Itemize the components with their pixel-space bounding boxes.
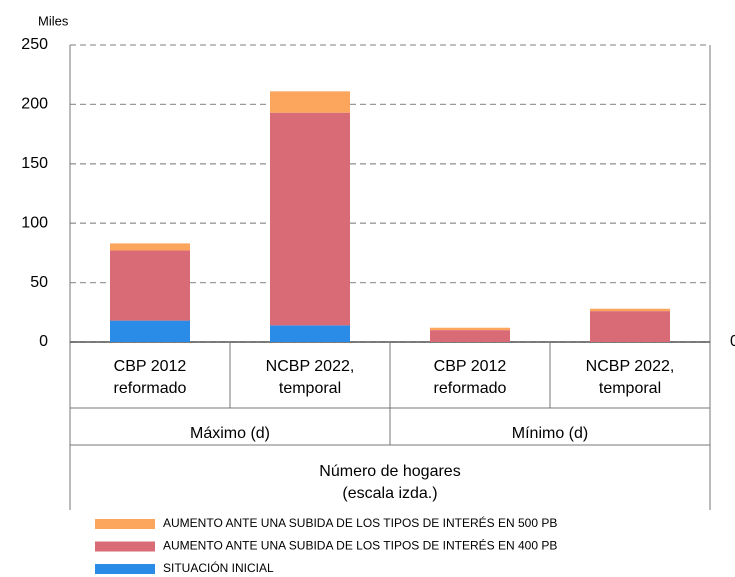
bar-segment: [590, 308, 670, 312]
group-label: Máximo (d): [190, 425, 270, 442]
y-tick-label: 250: [21, 36, 48, 53]
bar-segment: [270, 112, 350, 326]
bar-segment: [110, 320, 190, 342]
y-tick-label: 150: [21, 155, 48, 172]
x-tick-label: NCBP 2022, temporal: [586, 358, 675, 397]
legend-label: AUMENTO ANTE UNA SUBIDA DE LOS TIPOS DE …: [163, 538, 557, 553]
legend-label: SITUACIÓN INICIAL: [163, 560, 274, 575]
y-tick-label: 0: [39, 333, 48, 350]
bar-segment: [270, 91, 350, 113]
x-tick-label: NCBP 2022, temporal: [266, 358, 355, 397]
x-tick-label: CBP 2012 reformado: [114, 358, 187, 397]
bar-segment: [270, 325, 350, 342]
y-tick-label: 50: [30, 274, 48, 291]
group-label: Mínimo (d): [512, 425, 588, 442]
y-tick-label: 100: [21, 214, 48, 231]
bar-segment: [430, 330, 510, 342]
legend-swatch: [95, 541, 155, 552]
bar-segment: [110, 243, 190, 251]
bar-segment: [590, 311, 670, 342]
legend-swatch: [95, 564, 155, 574]
bar-segment: [110, 250, 190, 321]
bar-segment: [430, 327, 510, 331]
y-axis-unit: Miles: [38, 13, 69, 28]
x-tick-label: CBP 2012 reformado: [434, 358, 507, 397]
x-axis-title: Número de hogares (escala izda.): [319, 463, 460, 502]
y2-tick-label: 0: [730, 333, 735, 350]
y-tick-label: 200: [21, 96, 48, 113]
legend-swatch: [95, 519, 155, 529]
legend-label: AUMENTO ANTE UNA SUBIDA DE LOS TIPOS DE …: [163, 515, 557, 530]
